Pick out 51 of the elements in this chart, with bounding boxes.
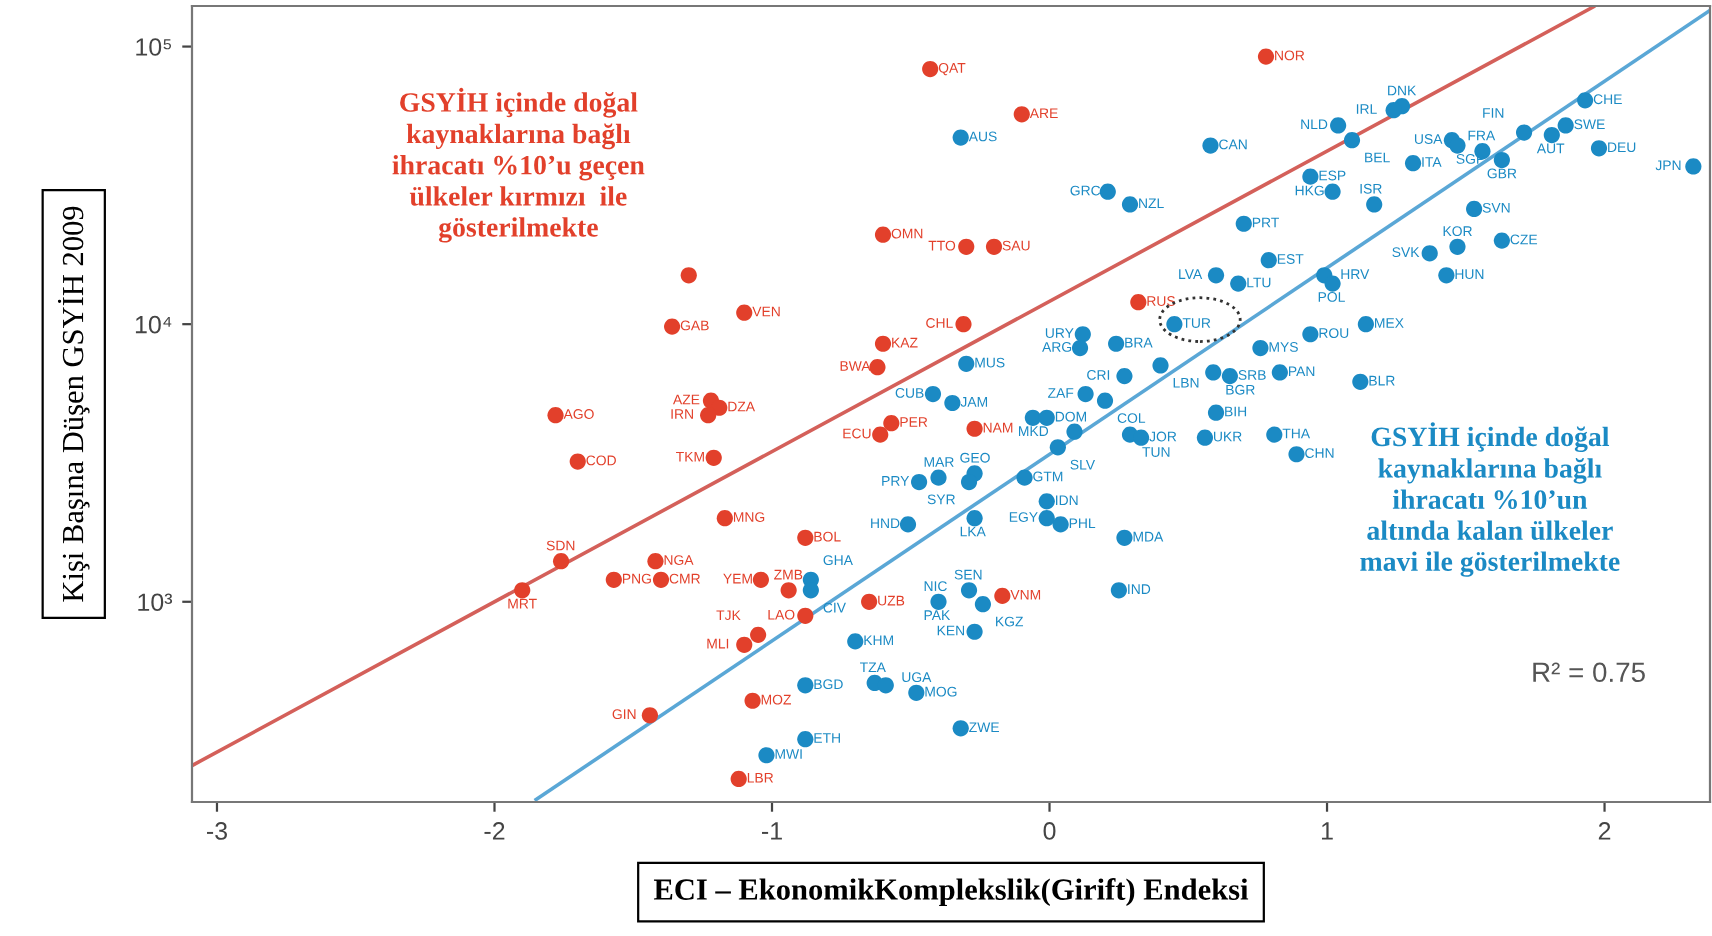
point: [705, 449, 722, 466]
point: [730, 770, 747, 788]
point: [744, 692, 761, 709]
point: [752, 571, 769, 588]
point: [641, 707, 658, 724]
x-tick-label: -2: [484, 822, 505, 840]
point: [750, 626, 767, 643]
x-tick-label: -1: [762, 822, 782, 840]
point: [700, 407, 717, 424]
x-tick-label: 1: [1321, 822, 1333, 840]
annotation: GSYİH içinde doğal kaynaklarına bağlı ihracatı %10’un altında kalan ülkeler mavi ile gösterilmekte: [1360, 422, 1620, 577]
point: [883, 415, 900, 432]
point: [994, 587, 1011, 604]
annotation: GSYİH içinde doğal kaynaklarına bağlı ihracatı %10’u geçen ülkeler kırmızı ile gösterilmekte: [392, 87, 645, 243]
point: [680, 267, 697, 284]
y-tick-label: 10⁵: [136, 38, 172, 56]
x-tick-label: -3: [206, 822, 227, 840]
point: [736, 304, 753, 321]
point: [547, 407, 564, 424]
x-tick-label: 2: [1598, 822, 1611, 840]
y-tick-label: 10³: [138, 593, 173, 612]
point: [861, 593, 878, 610]
point: [874, 226, 892, 243]
point: [1013, 106, 1030, 123]
x-axis-title: ECI – EkonomikKomplekslik(Girift) Endeksi: [653, 878, 1249, 907]
point: [966, 420, 983, 437]
point: [958, 238, 975, 255]
point: [605, 571, 622, 588]
point: [1130, 294, 1147, 311]
point: [569, 453, 586, 470]
point: [780, 582, 797, 599]
point: [922, 60, 939, 78]
point: [647, 553, 664, 570]
point: [955, 316, 972, 333]
point: [514, 582, 531, 599]
point: [797, 529, 814, 546]
point: [736, 636, 753, 653]
point: [874, 335, 892, 352]
point: [1257, 48, 1275, 65]
point: [985, 238, 1003, 255]
point: [869, 359, 886, 376]
y-tick-label: 10⁴: [135, 315, 172, 334]
point: [553, 553, 570, 570]
point: [664, 318, 681, 335]
x-tick-label: 0: [1043, 822, 1056, 840]
annotation: R² = 0.75: [1533, 662, 1645, 683]
point: [872, 426, 889, 443]
point: [716, 510, 733, 527]
point: [797, 607, 814, 624]
y-axis-title: Kişi Başına Düşen GSYİH 2009: [57, 206, 90, 602]
point: [652, 571, 670, 588]
